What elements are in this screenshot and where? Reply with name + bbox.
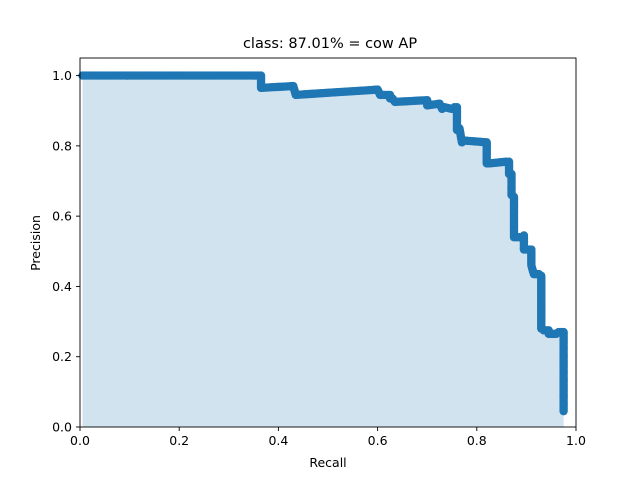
y-tick-label: 1.0 <box>52 68 72 83</box>
x-axis-label: Recall <box>309 455 346 470</box>
chart-title: class: 87.01% = cow AP <box>243 36 417 52</box>
y-tick-label: 0.6 <box>52 209 72 224</box>
x-tick-label: 0.2 <box>169 433 189 448</box>
y-tick-label: 0.2 <box>52 349 72 364</box>
x-tick-label: 0.8 <box>467 433 487 448</box>
y-tick-label: 0.8 <box>52 138 72 153</box>
x-tick-label: 1.0 <box>566 433 586 448</box>
x-tick-label: 0.0 <box>70 433 90 448</box>
y-tick-label: 0.0 <box>52 420 72 435</box>
plot-area: 0.0 0.2 0.4 0.6 0.8 1.0 0.0 0.2 0.4 0.6 0.8 1.0 <box>52 57 586 448</box>
area-fill <box>82 75 564 428</box>
x-tick-label: 0.6 <box>368 433 388 448</box>
y-axis-label: Precision <box>28 215 43 271</box>
axes-frame <box>79 57 577 428</box>
x-tick-label: 0.4 <box>268 433 288 448</box>
data-point <box>559 406 568 416</box>
y-tick-label: 0.4 <box>52 279 72 294</box>
